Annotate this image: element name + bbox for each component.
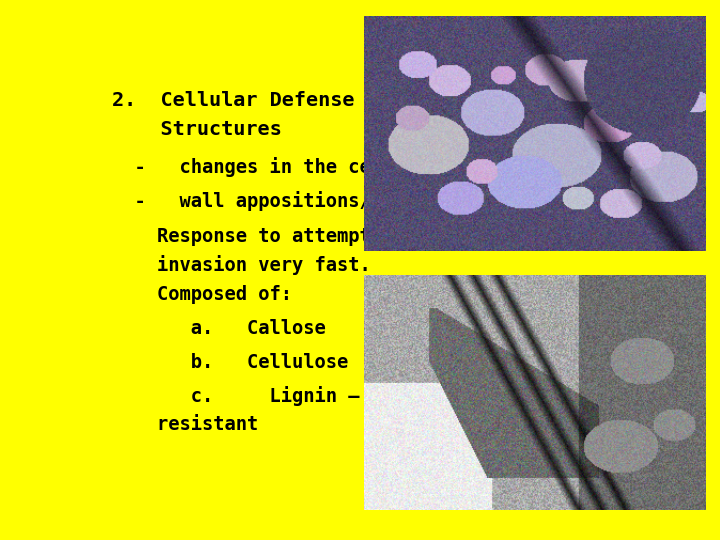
Text: Response to attempted: Response to attempted — [112, 227, 394, 246]
Text: c.     Lignin – very: c. Lignin – very — [112, 386, 416, 406]
Text: 2.  Cellular Defense: 2. Cellular Defense — [112, 91, 355, 110]
Text: Composed of:: Composed of: — [112, 285, 292, 304]
Text: a.   Callose: a. Callose — [112, 319, 326, 338]
Text: -   changes in the cell wall: - changes in the cell wall — [112, 157, 450, 177]
Text: resistant: resistant — [112, 415, 258, 434]
Text: b.   Cellulose: b. Cellulose — [112, 353, 348, 372]
Text: invasion very fast.: invasion very fast. — [112, 255, 371, 275]
Text: -   wall appositions/papillae: - wall appositions/papillae — [112, 191, 461, 211]
Text: Structures: Structures — [112, 120, 282, 139]
